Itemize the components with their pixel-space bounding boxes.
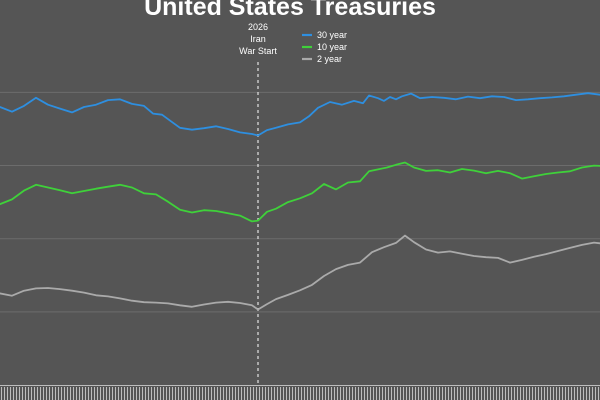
event-label-line-3: War Start xyxy=(239,46,277,56)
series-lines xyxy=(0,92,600,311)
legend-label-2: 10 year xyxy=(317,42,347,52)
chart-title: United States Treasuries xyxy=(144,0,436,21)
legend-label-1: 30 year xyxy=(317,30,347,40)
event-label-line-1: 2026 xyxy=(248,22,268,32)
series-line-30-year xyxy=(0,92,600,137)
gridlines xyxy=(0,91,600,313)
event-label-line-2: Iran xyxy=(250,34,266,44)
series-line-10-year xyxy=(0,161,600,223)
series-line-2-year xyxy=(0,234,600,311)
x-axis-ticks xyxy=(0,385,600,400)
legend: 30 year 10 year 2 year xyxy=(302,30,347,64)
event-marker: 2026 Iran War Start xyxy=(239,22,277,385)
legend-label-3: 2 year xyxy=(317,54,342,64)
